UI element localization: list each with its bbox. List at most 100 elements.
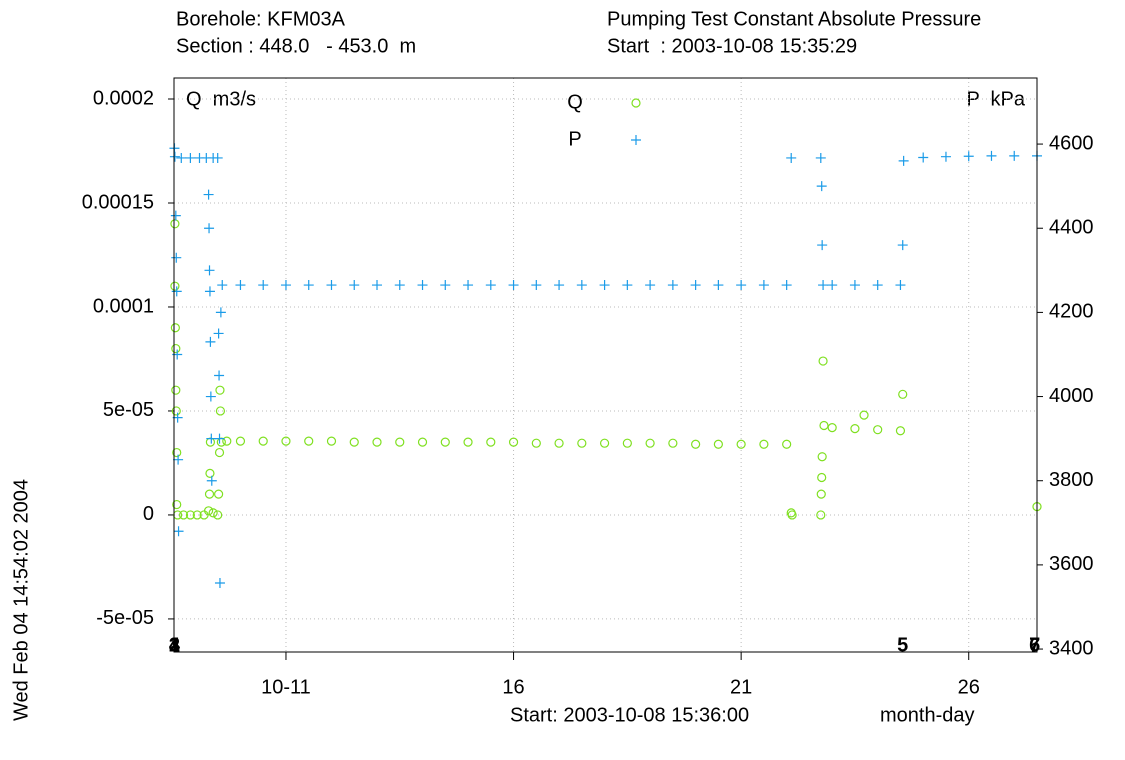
p-point bbox=[963, 151, 974, 162]
q-point bbox=[205, 468, 215, 478]
y-tick-label: 5e-05 bbox=[103, 399, 154, 421]
p-point bbox=[214, 433, 225, 444]
p-point bbox=[169, 151, 180, 162]
event-label: 6 bbox=[1029, 634, 1040, 656]
q-point bbox=[235, 436, 246, 446]
p-point bbox=[215, 307, 226, 318]
p-point bbox=[817, 240, 828, 251]
q-point bbox=[818, 356, 828, 366]
q-point bbox=[898, 389, 908, 399]
q-point bbox=[215, 406, 226, 416]
p-point bbox=[898, 155, 909, 166]
p-point bbox=[214, 370, 225, 381]
q-point bbox=[895, 426, 906, 436]
p-point bbox=[417, 280, 428, 291]
p-point bbox=[206, 475, 217, 486]
y-tick-label: 0.00015 bbox=[82, 191, 154, 213]
p-point bbox=[786, 152, 797, 163]
q-point bbox=[216, 437, 226, 447]
q-point bbox=[440, 437, 450, 447]
q-point bbox=[817, 452, 827, 462]
p-point bbox=[170, 210, 181, 221]
q-point bbox=[171, 385, 181, 395]
q-point bbox=[222, 436, 232, 446]
p-point bbox=[171, 286, 182, 297]
p-point bbox=[258, 280, 269, 291]
q-point bbox=[372, 437, 382, 447]
q-point bbox=[304, 436, 314, 446]
q-point bbox=[819, 420, 829, 431]
x-tick-label: 10-11 bbox=[261, 676, 311, 698]
q-point bbox=[668, 438, 678, 448]
q-point bbox=[349, 437, 359, 447]
p-point bbox=[645, 280, 656, 291]
p-point bbox=[217, 280, 228, 291]
q-point bbox=[827, 422, 837, 433]
p-point bbox=[280, 280, 291, 291]
p-point bbox=[204, 286, 215, 297]
p-point bbox=[816, 181, 827, 192]
y-axis-title: Q m3/s bbox=[186, 88, 256, 110]
y2-tick-label: 4600 bbox=[1049, 132, 1094, 154]
q-point bbox=[205, 437, 216, 447]
q-point bbox=[170, 323, 180, 333]
section: Section : 448.0 - 453.0 m bbox=[176, 35, 416, 57]
p-point bbox=[176, 152, 187, 163]
q-point bbox=[816, 510, 826, 520]
p-point bbox=[576, 280, 587, 291]
q-point bbox=[178, 510, 189, 520]
q-point bbox=[463, 437, 473, 447]
y2-tick-label: 3400 bbox=[1049, 637, 1094, 659]
q-point bbox=[171, 406, 181, 416]
p-point bbox=[622, 280, 633, 291]
p-point bbox=[815, 152, 826, 163]
x-tick-label: 26 bbox=[958, 676, 980, 698]
timestamp: Wed Feb 04 14:54:02 2004 bbox=[10, 479, 32, 721]
q-point bbox=[192, 510, 202, 520]
p-point bbox=[203, 189, 214, 200]
p-point bbox=[326, 280, 337, 291]
p-point bbox=[918, 152, 929, 163]
p-point bbox=[205, 391, 216, 402]
p-point bbox=[986, 150, 997, 161]
q-point bbox=[213, 510, 223, 520]
p-point bbox=[485, 280, 496, 291]
x-tick-label: 16 bbox=[502, 676, 524, 698]
q-point bbox=[645, 438, 655, 448]
borehole: Borehole: KFM03A bbox=[176, 8, 346, 30]
p-point bbox=[849, 280, 860, 291]
p-point bbox=[204, 265, 215, 276]
q-point bbox=[531, 438, 541, 448]
p-point bbox=[818, 280, 829, 291]
q-point bbox=[395, 437, 405, 447]
p-point bbox=[372, 280, 383, 291]
q-point bbox=[170, 219, 180, 229]
legend-marker bbox=[631, 135, 641, 145]
x-tick-label: 21 bbox=[730, 676, 752, 698]
p-point bbox=[213, 328, 224, 339]
q-point bbox=[417, 437, 428, 447]
p-point bbox=[204, 223, 215, 234]
p-point bbox=[171, 252, 182, 263]
q-point bbox=[172, 499, 182, 510]
p-point bbox=[897, 240, 908, 251]
q-point bbox=[691, 439, 701, 449]
q-point bbox=[171, 343, 181, 354]
p-point bbox=[463, 280, 474, 291]
q-point bbox=[281, 436, 291, 446]
p-point bbox=[440, 280, 451, 291]
q-point bbox=[873, 425, 883, 435]
q-point bbox=[258, 436, 268, 446]
p-point bbox=[185, 152, 196, 163]
q-point bbox=[859, 410, 869, 420]
q-point bbox=[817, 472, 827, 483]
event-label: 5 bbox=[897, 634, 908, 656]
q-point bbox=[508, 437, 519, 447]
q-point bbox=[172, 447, 182, 458]
y-tick-label: 0 bbox=[143, 503, 154, 525]
q-point bbox=[208, 508, 218, 518]
y2-axis-title: P kPa bbox=[966, 88, 1025, 110]
q-point bbox=[185, 510, 195, 520]
p-point bbox=[781, 280, 792, 291]
